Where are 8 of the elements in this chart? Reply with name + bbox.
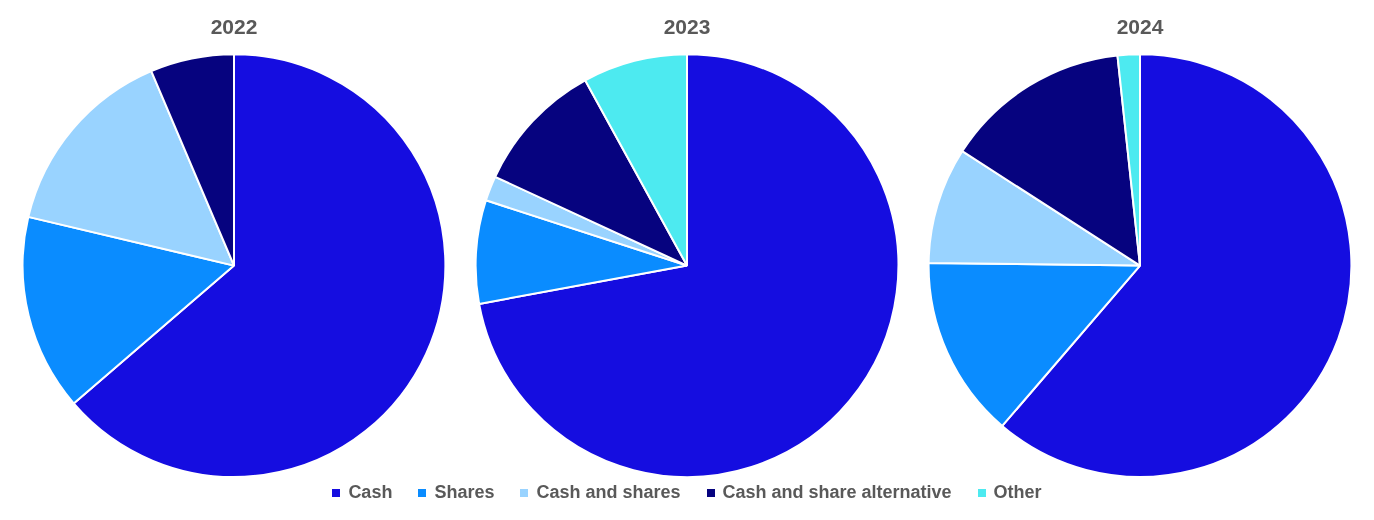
chart-title: 2023 [663,15,711,39]
legend-label: Cash [348,482,393,503]
chart-title: 2024 [1116,15,1164,39]
legend-label: Cash and share alternative [722,482,952,503]
legend-label: Shares [434,482,495,503]
legend-label: Cash and shares [536,482,681,503]
legend-label: Other [993,482,1042,503]
chart-title: 2022 [210,15,258,39]
